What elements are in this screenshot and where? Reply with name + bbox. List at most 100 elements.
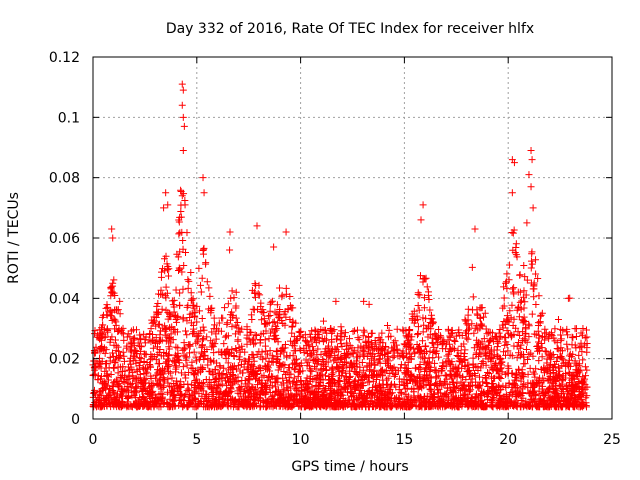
data-point [180, 351, 188, 359]
data-point [303, 338, 311, 346]
data-point [462, 334, 470, 342]
data-point [199, 352, 207, 360]
data-point [143, 368, 151, 376]
data-point [551, 386, 559, 394]
data-point [346, 335, 354, 343]
data-point [503, 398, 511, 406]
data-point [509, 380, 517, 388]
data-point [525, 402, 533, 410]
data-point [445, 350, 453, 358]
data-point [203, 333, 211, 341]
data-point [426, 306, 434, 314]
data-point [575, 360, 583, 368]
data-point [544, 387, 552, 395]
data-point [305, 399, 313, 407]
data-point [375, 343, 383, 351]
data-point [290, 347, 298, 355]
data-point [112, 356, 120, 364]
data-point [193, 402, 201, 410]
data-point [403, 395, 411, 403]
data-point [375, 355, 383, 363]
data-point [227, 294, 235, 302]
data-point [414, 323, 422, 331]
data-point [241, 396, 249, 404]
data-point [482, 352, 490, 360]
data-point [266, 307, 274, 315]
data-point [438, 366, 446, 374]
data-point [564, 388, 572, 396]
data-point [515, 349, 523, 357]
data-point [136, 331, 144, 339]
data-point [255, 281, 263, 289]
data-point [351, 384, 359, 392]
data-point [406, 375, 414, 383]
data-point [166, 309, 174, 317]
data-point [190, 304, 198, 312]
data-point [189, 295, 197, 303]
data-point [176, 289, 184, 297]
data-point [235, 403, 243, 411]
data-point [259, 306, 267, 314]
data-point [404, 397, 412, 405]
data-point [487, 373, 495, 381]
x-tick-label: 25 [603, 432, 621, 448]
data-point [242, 397, 250, 405]
data-point [482, 325, 490, 333]
data-point [169, 397, 177, 405]
data-point [491, 374, 499, 382]
data-point [307, 333, 315, 341]
data-point [191, 370, 199, 378]
data-point [330, 357, 338, 365]
data-point [483, 330, 491, 338]
data-point [512, 397, 520, 405]
data-point [449, 396, 457, 404]
data-point [408, 385, 416, 393]
data-point [399, 326, 407, 334]
data-point [163, 260, 171, 268]
data-point [331, 394, 339, 402]
data-point [104, 395, 112, 403]
data-point [406, 326, 414, 334]
x-tick-label: 5 [192, 432, 201, 448]
axis-ticks [92, 56, 613, 420]
data-point [499, 324, 507, 332]
data-point [519, 371, 527, 379]
data-point [222, 354, 230, 362]
data-point [305, 362, 313, 370]
data-point [336, 389, 344, 397]
data-point [203, 390, 211, 398]
data-point [525, 333, 533, 341]
data-point [112, 376, 120, 384]
data-point [308, 327, 316, 335]
data-point [307, 394, 315, 402]
data-point [560, 394, 568, 402]
data-point [419, 375, 427, 383]
data-point [119, 348, 127, 356]
data-point [324, 358, 332, 366]
data-point [243, 325, 251, 333]
data-point [389, 353, 397, 361]
data-point [132, 383, 140, 391]
data-point [414, 316, 422, 324]
data-point [200, 356, 208, 364]
data-point [360, 297, 368, 305]
data-point [446, 386, 454, 394]
data-point [176, 265, 184, 273]
data-point [522, 345, 530, 353]
data-point [301, 331, 309, 339]
data-point [514, 391, 522, 399]
data-point [97, 324, 105, 332]
data-point [101, 332, 109, 340]
data-point [179, 285, 187, 293]
data-point [179, 113, 187, 121]
data-point [474, 397, 482, 405]
data-point [97, 336, 105, 344]
data-point [450, 365, 458, 373]
data-point [409, 401, 417, 409]
data-point [369, 371, 377, 379]
data-point [469, 354, 477, 362]
x-tick-label: 20 [499, 432, 517, 448]
data-point [456, 331, 464, 339]
data-point [578, 402, 586, 410]
data-point [528, 392, 536, 400]
